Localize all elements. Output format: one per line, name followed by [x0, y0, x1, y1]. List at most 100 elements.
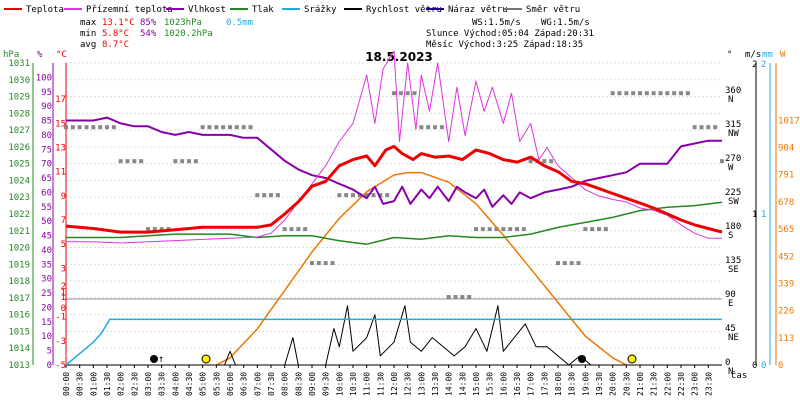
legend-label-wind: Rychlost větru — [366, 5, 442, 15]
wind-direction-mark — [542, 159, 547, 164]
wind-direction-mark — [439, 125, 444, 130]
tick-label-temp: 17 — [55, 95, 66, 105]
wind-direction-mark — [638, 91, 642, 96]
series-lines — [65, 50, 723, 366]
series-line-humidity — [66, 116, 722, 208]
tick-label-wind-dir: SW — [728, 197, 739, 207]
time-tick-label: 06:30 — [240, 372, 249, 396]
tick-label-wind-deg: 225 — [725, 188, 741, 198]
wind-direction-mark — [303, 227, 308, 232]
tick-label-rain: 2 — [761, 60, 766, 70]
wind-direction-mark — [644, 91, 649, 96]
tick-label-humidity: 50 — [41, 217, 52, 227]
time-tick-label: 13:30 — [431, 372, 440, 396]
wind-direction-mark — [665, 91, 670, 96]
unit-mm: mm — [762, 50, 773, 60]
time-tick-label: 13:00 — [417, 372, 426, 396]
stats: max 13.1°C 85% 1023hPa 0.5mm min 5.8°C 5… — [80, 18, 253, 50]
info-ws: WS:1.5m/s — [472, 18, 521, 28]
legend-item-rain: Srážky — [282, 5, 337, 15]
series-line-feel — [66, 50, 722, 244]
wind-direction-mark — [426, 125, 431, 130]
wind-direction-mark — [713, 125, 718, 130]
time-tick-label: 11:30 — [376, 372, 385, 396]
tick-label-temp: 5 — [61, 240, 66, 250]
wind-direction-mark — [118, 159, 123, 164]
time-tick-label: 07:30 — [267, 372, 276, 396]
unit-ms: m/s — [745, 50, 761, 60]
tick-label-temp-extra: 1 — [61, 293, 66, 303]
wind-direction-mark — [289, 227, 294, 232]
wind-direction-mark — [248, 125, 253, 130]
tick-label-pressure: 1017 — [8, 294, 30, 304]
tick-label-wind-deg: 315 — [725, 120, 741, 130]
tick-label-humidity: 5 — [47, 347, 52, 357]
wind-direction-mark — [672, 91, 677, 96]
tick-label-pressure: 1029 — [8, 93, 30, 103]
tick-label-humidity: 75 — [41, 145, 52, 155]
tick-label-humidity: 90 — [41, 102, 52, 112]
legend-item-gust: Náraz větru — [426, 5, 508, 15]
tick-label-wind-deg: 180 — [725, 222, 741, 232]
wind-direction-mark — [146, 227, 150, 232]
wind-direction-mark — [590, 227, 595, 232]
time-tick-label: 03:30 — [158, 372, 167, 396]
wind-direction-mark — [323, 261, 328, 266]
wind-direction-mark — [576, 261, 581, 266]
tick-label-temp: 1 — [61, 289, 66, 299]
tick-label-wind-dir: N — [728, 95, 733, 105]
info-moon: Měsíc Východ:3:25 Západ:18:35 — [426, 40, 583, 50]
tick-label-humidity: 15 — [41, 318, 52, 328]
time-tick-label: 07:00 — [253, 372, 262, 396]
legend-label-feel: Přízemní teplota — [86, 5, 173, 15]
legend: Teplota Přízemní teplota Vlhkost Tlak Sr… — [4, 5, 580, 15]
wind-direction-mark — [467, 295, 472, 300]
wind-direction-mark — [651, 91, 656, 96]
time-tick-label: 12:00 — [390, 372, 399, 396]
time-tick-label: 09:00 — [308, 372, 317, 396]
tick-label-solar: 678 — [778, 198, 794, 208]
time-tick-label: 23:00 — [691, 372, 700, 396]
time-tick-label: 15:30 — [486, 372, 495, 396]
info-wg: WG:1.5m/s — [541, 18, 590, 28]
tick-label-wind-ms: 0 — [752, 361, 757, 371]
tick-label-humidity: 55 — [41, 203, 52, 213]
time-tick-label: 10:00 — [335, 372, 344, 396]
wind-direction-mark — [234, 125, 239, 130]
tick-label-pressure: 1026 — [8, 143, 30, 153]
wind-direction-mark — [624, 91, 629, 96]
wind-direction-mark — [173, 159, 178, 164]
legend-label-hum: Vlhkost — [188, 5, 226, 15]
wind-direction-mark — [269, 193, 273, 198]
legend-item-hum: Vlhkost — [166, 5, 226, 15]
time-tick-label: 05:00 — [199, 372, 208, 396]
tick-label-humidity: 25 — [41, 289, 52, 299]
time-tick-label: 09:30 — [322, 372, 331, 396]
stats-max-press: 1023hPa — [164, 18, 202, 28]
tick-label-pressure: 1030 — [8, 76, 30, 86]
wind-direction-mark — [132, 159, 137, 164]
tick-label-humidity: 95 — [41, 88, 52, 98]
tick-label-solar: 565 — [778, 225, 794, 235]
time-tick-label: 20:30 — [622, 372, 631, 396]
legend-item-wind: Rychlost větru — [344, 5, 442, 15]
tick-label-wind-dir: S — [728, 231, 733, 241]
wind-direction-mark — [685, 91, 690, 96]
tick-label-temp: 13 — [55, 144, 66, 154]
time-tick-label: 18:00 — [554, 372, 563, 396]
series-line-temp — [65, 144, 723, 234]
tick-label-wind-dir: SE — [728, 265, 739, 275]
tick-label-solar: 1017 — [778, 116, 800, 126]
wind-direction-mark — [316, 261, 321, 266]
tick-label-temp: -1 — [55, 313, 66, 323]
series-line-wind — [66, 305, 722, 366]
wind-direction-mark — [214, 125, 219, 130]
time-tick-label: 08:00 — [281, 372, 290, 396]
time-tick-label: 06:00 — [226, 372, 235, 396]
time-tick-label: 03:00 — [144, 372, 153, 396]
time-tick-label: 05:30 — [212, 372, 221, 396]
sunrise-icon — [201, 354, 211, 364]
time-tick-label: 14:30 — [458, 372, 467, 396]
wind-direction-mark — [603, 227, 608, 232]
time-tick-label: 00:30 — [76, 372, 85, 396]
